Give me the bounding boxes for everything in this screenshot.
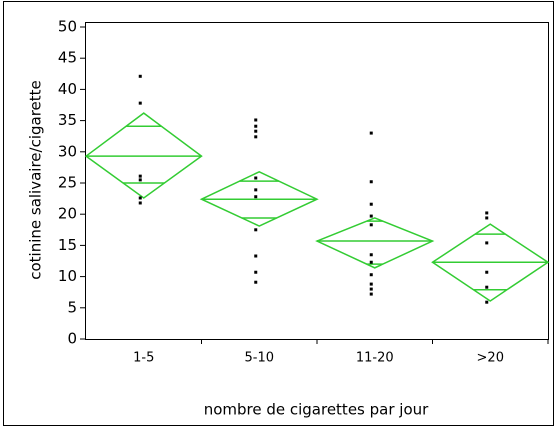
y-tick-label: 25: [58, 174, 77, 192]
y-tick-label: 35: [58, 111, 77, 129]
data-point: [369, 131, 373, 135]
y-tick-label: 0: [67, 330, 77, 348]
data-point: [138, 174, 142, 178]
y-tick-label: 20: [58, 205, 77, 223]
data-point: [369, 260, 373, 264]
y-tick-label: 15: [58, 236, 77, 254]
data-point: [369, 282, 373, 286]
data-point: [254, 129, 258, 133]
data-point: [485, 211, 489, 215]
data-point: [369, 180, 373, 184]
data-point: [369, 214, 373, 218]
data-point: [254, 188, 258, 192]
data-point: [138, 101, 142, 105]
data-point: [138, 178, 142, 182]
x-tick-label: >20: [477, 351, 504, 366]
means-diamond: [315, 217, 435, 269]
data-point: [254, 280, 258, 284]
data-point: [369, 287, 373, 291]
data-point: [369, 253, 373, 257]
data-point: [369, 292, 373, 296]
y-tick-label: 45: [58, 49, 77, 67]
data-point: [138, 74, 142, 78]
data-point: [369, 223, 373, 227]
data-point: [485, 270, 489, 274]
data-point: [254, 254, 258, 258]
data-point: [254, 124, 258, 128]
data-point: [485, 300, 489, 304]
data-point: [254, 135, 258, 139]
data-point: [485, 285, 489, 289]
y-tick-label: 50: [58, 18, 77, 36]
y-tick-label: 10: [58, 267, 77, 285]
y-tick-label: 30: [58, 142, 77, 160]
data-point: [369, 273, 373, 277]
data-point: [254, 228, 258, 232]
y-tick-label: 5: [67, 298, 77, 316]
data-point: [138, 201, 142, 205]
data-point: [138, 196, 142, 200]
data-point: [485, 216, 489, 220]
x-axis-title: nombre de cigarettes par jour: [204, 401, 429, 419]
y-axis-title: cotinine salivaire/cigarette: [27, 80, 45, 280]
data-point: [485, 241, 489, 245]
outer-frame: [3, 1, 554, 426]
data-point: [369, 202, 373, 206]
x-tick-label: 11-20: [356, 351, 394, 366]
data-point: [254, 176, 258, 180]
data-point: [254, 195, 258, 199]
y-tick-label: 40: [58, 80, 77, 98]
plot-frame: [85, 22, 549, 340]
x-tick-label: 5-10: [244, 351, 274, 366]
data-point: [254, 270, 258, 274]
x-tick-label: 1-5: [133, 351, 154, 366]
data-point: [254, 118, 258, 122]
